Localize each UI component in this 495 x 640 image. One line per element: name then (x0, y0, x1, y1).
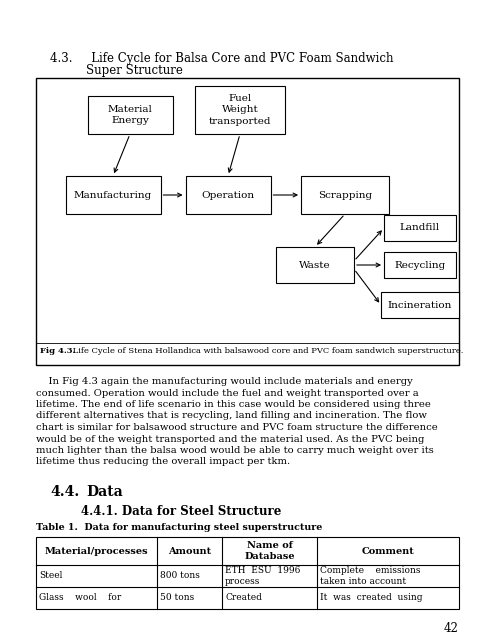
Text: Recycling: Recycling (395, 260, 446, 269)
Text: 4.3.     Life Cycle for Balsa Core and PVC Foam Sandwich: 4.3. Life Cycle for Balsa Core and PVC F… (50, 52, 394, 65)
Bar (384, 252, 456, 278)
Text: Fig 4.3.: Fig 4.3. (40, 347, 75, 355)
Text: Landfill: Landfill (400, 223, 440, 232)
Text: Table 1.  Data for manufacturing steel superstructure: Table 1. Data for manufacturing steel su… (36, 523, 322, 532)
Text: Material
Energy: Material Energy (107, 105, 152, 125)
Text: Amount: Amount (168, 547, 211, 556)
Text: In Fig 4.3 again the manufacturing would include materials and energy: In Fig 4.3 again the manufacturing would… (36, 377, 413, 386)
Bar (186, 176, 270, 214)
Text: Complete    emissions
taken into account: Complete emissions taken into account (320, 566, 421, 586)
Text: 4.4.: 4.4. (50, 485, 79, 499)
Bar (195, 86, 285, 134)
Bar (276, 247, 354, 283)
Text: lifetime thus reducing the overall impact per tkm.: lifetime thus reducing the overall impac… (36, 458, 290, 467)
Text: 50 tons: 50 tons (159, 593, 194, 602)
Text: different alternatives that is recycling, land filling and incineration. The flo: different alternatives that is recycling… (36, 412, 427, 420)
Text: Created: Created (225, 593, 262, 602)
Text: 4.4.1. Data for Steel Structure: 4.4.1. Data for Steel Structure (81, 505, 281, 518)
Text: much lighter than the balsa wood would be able to carry much weight over its: much lighter than the balsa wood would b… (36, 446, 434, 455)
Text: 800 tons: 800 tons (159, 572, 199, 580)
Bar (36, 78, 459, 365)
Text: Incineration: Incineration (388, 301, 452, 310)
Text: 42: 42 (444, 621, 459, 634)
Text: Steel: Steel (39, 572, 62, 580)
Text: Scrapping: Scrapping (318, 191, 372, 200)
Text: Material/processes: Material/processes (45, 547, 148, 556)
Text: Name of
Database: Name of Database (245, 541, 295, 561)
Text: Waste: Waste (299, 260, 331, 269)
Text: Life Cycle of Stena Hollandica with balsawood core and PVC foam sandwich superst: Life Cycle of Stena Hollandica with bals… (70, 347, 463, 355)
Text: consumed. Operation would include the fuel and weight transported over a: consumed. Operation would include the fu… (36, 388, 419, 397)
Text: Fuel
Weight
transported: Fuel Weight transported (209, 94, 271, 125)
Bar (65, 176, 160, 214)
Bar (384, 215, 456, 241)
Bar (88, 96, 172, 134)
Text: Comment: Comment (362, 547, 414, 556)
Text: would be of the weight transported and the material used. As the PVC being: would be of the weight transported and t… (36, 435, 424, 444)
Text: Data: Data (86, 485, 123, 499)
Text: Operation: Operation (201, 191, 254, 200)
Text: lifetime. The end of life scenario in this case would be considered using three: lifetime. The end of life scenario in th… (36, 400, 431, 409)
Text: Super Structure: Super Structure (86, 64, 183, 77)
Text: Glass    wool    for: Glass wool for (39, 593, 121, 602)
Text: chart is similar for balsawood structure and PVC foam structure the difference: chart is similar for balsawood structure… (36, 423, 438, 432)
Bar (36, 537, 459, 609)
Bar (381, 292, 459, 318)
Text: ETH  ESU  1996
process: ETH ESU 1996 process (225, 566, 300, 586)
Text: It  was  created  using: It was created using (320, 593, 423, 602)
Bar (301, 176, 389, 214)
Text: Manufacturing: Manufacturing (74, 191, 152, 200)
